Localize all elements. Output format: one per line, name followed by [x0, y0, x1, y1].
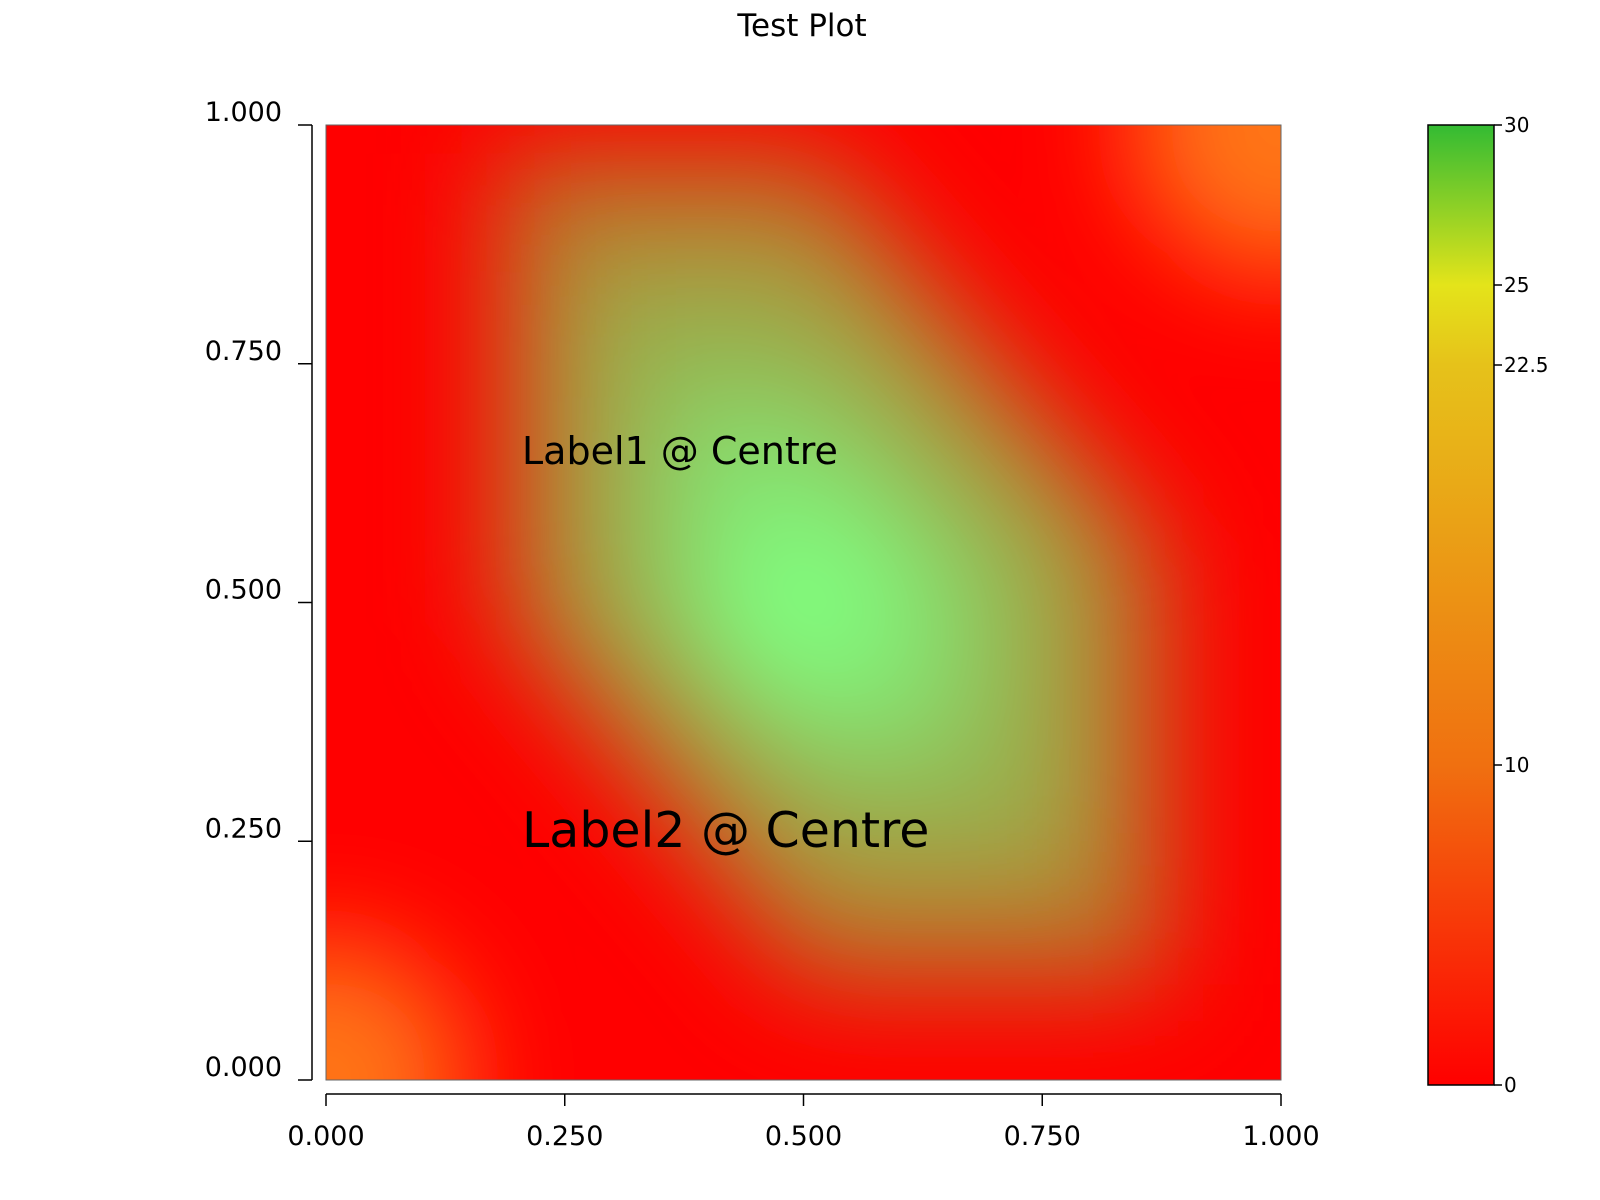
- x-tick-label: 0.750: [1004, 1121, 1081, 1152]
- colorbar-tick-label: 22.5: [1504, 353, 1549, 377]
- heatmap-field: [326, 125, 1281, 1080]
- x-tick-label: 1.000: [1242, 1121, 1319, 1152]
- x-tick-label: 0.250: [526, 1121, 603, 1152]
- field-corner-bottom-left: [326, 940, 466, 1080]
- y-tick-label: 0.000: [205, 1052, 282, 1083]
- colorbar-tick-label: 10: [1504, 753, 1529, 777]
- colorbar-tick-label: 25: [1504, 273, 1529, 297]
- y-tick-label: 1.000: [205, 97, 282, 128]
- annotation-label: Label1 @ Centre: [522, 429, 838, 473]
- colorbar: 0 10 22.5 25 30: [1427, 113, 1549, 1097]
- plot-frame: [325, 124, 1282, 1081]
- y-tick-label: 0.500: [205, 575, 282, 606]
- annotations: Label1 @ Centre Label2 @ Centre: [522, 429, 929, 859]
- colorbar-tick-label: 0: [1504, 1073, 1517, 1097]
- y-tick-label: 0.750: [205, 336, 282, 367]
- y-axis: 0.000 0.250 0.500 0.750 1.000: [205, 97, 313, 1083]
- x-tick-label: 0.500: [765, 1121, 842, 1152]
- y-tick-label: 0.250: [205, 813, 282, 844]
- x-axis: 0.000 0.250 0.500 0.750 1.000: [287, 1093, 1320, 1152]
- field-corner-top-right: [1131, 125, 1281, 275]
- colorbar-tick-label: 30: [1504, 113, 1529, 137]
- annotation-label: Label2 @ Centre: [522, 802, 929, 859]
- x-tick-label: 0.000: [287, 1121, 364, 1152]
- field-peak: [718, 517, 889, 688]
- plot-area: [325, 124, 1282, 1081]
- chart-title: Test Plot: [736, 8, 866, 44]
- colorbar-scale: [1427, 124, 1495, 1086]
